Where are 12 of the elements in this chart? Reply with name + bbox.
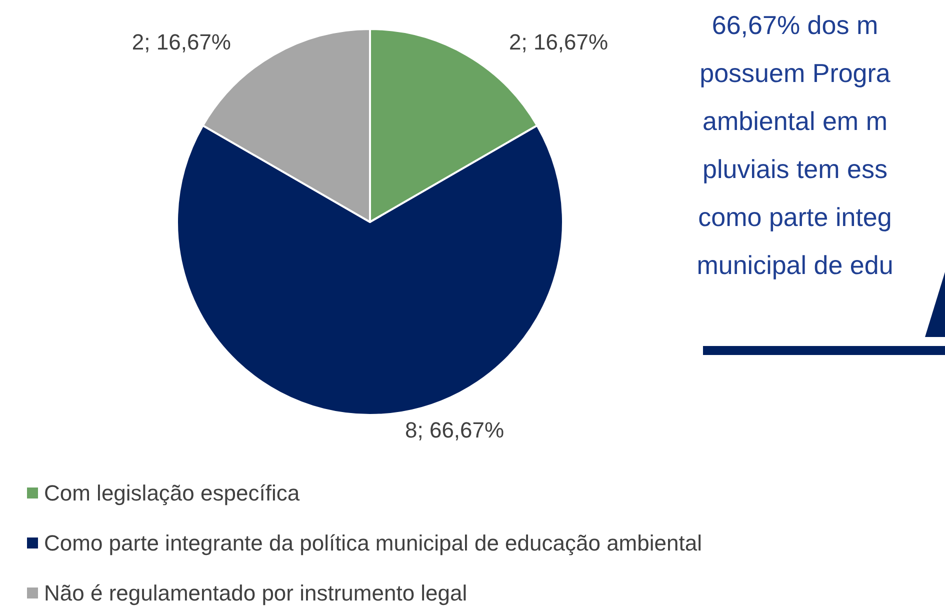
data-label: 2; 16,67% [132,29,231,54]
text: municipal de edu [696,250,894,280]
data-label: 8; 66,67% [405,418,504,442]
text: 66,67% dos m [712,10,878,40]
legend-label: Como parte integrante da política municipal de educação ambiental [44,530,702,556]
text: como parte integ [698,202,892,232]
text: ambiental em m [702,106,888,136]
text: pluviais tem ess [702,154,888,184]
text: possuem Progra [700,58,891,88]
legend-label: Não é regulamentado por instrumento legal [44,580,468,606]
legend-label: Com legislação específica [44,480,300,506]
data-label: 2; 16,67% [509,29,608,54]
